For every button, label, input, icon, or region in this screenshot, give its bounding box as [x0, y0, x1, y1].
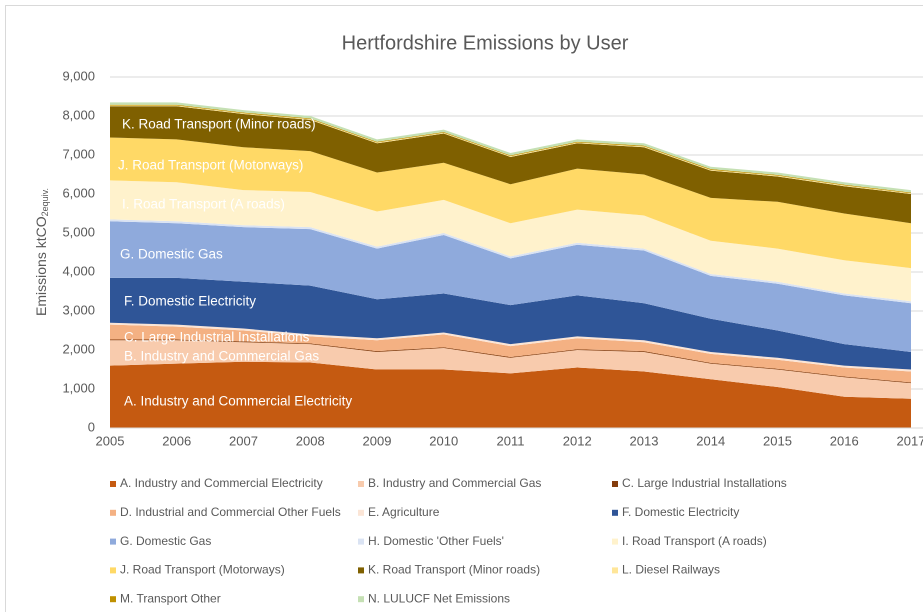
legend-swatch [612, 567, 618, 574]
area-label: I. Road Transport (A roads) [122, 197, 285, 212]
legend-label: D. Industrial and Commercial Other Fuels [120, 505, 341, 519]
x-tick-label: 2007 [229, 433, 258, 448]
y-tick-label: 3,000 [62, 302, 95, 317]
legend-label: L. Diesel Railways [622, 563, 720, 577]
x-tick-label: 2009 [363, 433, 392, 448]
legend-label: B. Industry and Commercial Gas [368, 476, 541, 490]
area [110, 221, 911, 352]
legend-swatch [110, 538, 116, 545]
legend-label: I. Road Transport (A roads) [622, 534, 767, 548]
legend-label: H. Domestic 'Other Fuels' [368, 534, 504, 548]
area [110, 340, 911, 399]
legend-swatch [110, 481, 116, 487]
y-tick-label: 1,000 [62, 380, 95, 395]
legend-swatch [110, 596, 116, 603]
area-label: J. Road Transport (Motorways) [118, 158, 303, 173]
chart-title: Hertfordshire Emissions by User [342, 32, 629, 54]
legend-swatch [358, 596, 364, 603]
legend-swatch [612, 509, 618, 516]
y-tick-label: 8,000 [62, 107, 95, 122]
area [110, 324, 911, 383]
legend-swatch [110, 509, 116, 516]
legend-label: E. Agriculture [368, 505, 440, 519]
y-tick-label: 6,000 [62, 185, 95, 200]
x-tick-label: 2016 [830, 433, 859, 448]
area [110, 180, 911, 302]
y-tick-label: 2,000 [62, 341, 95, 356]
x-tick-label: 2013 [630, 433, 659, 448]
legend-label: A. Industry and Commercial Electricity [120, 476, 323, 490]
legend-swatch [110, 567, 116, 574]
y-axis-label: Emissions ktCO2equiv. [33, 188, 51, 316]
y-tick-label: 0 [88, 419, 95, 434]
area [110, 361, 911, 428]
area-label: B. Industry and Commercial Gas [124, 349, 319, 364]
area [110, 277, 911, 370]
x-tick-label: 2008 [296, 433, 325, 448]
legend-swatch [612, 538, 618, 545]
area-label: C. Large Industrial Installations [124, 330, 310, 345]
legend-swatch [358, 538, 364, 545]
x-tick-label: 2006 [162, 433, 191, 448]
area-label: A. Industry and Commercial Electricity [124, 394, 352, 409]
legend-label: C. Large Industrial Installations [622, 476, 787, 490]
y-axis-label-sub: 2equiv. [40, 188, 50, 216]
y-tick-label: 5,000 [62, 224, 95, 239]
x-tick-label: 2005 [96, 433, 125, 448]
area [110, 322, 911, 372]
legend-label: K. Road Transport (Minor roads) [368, 563, 540, 577]
legend-label: F. Domestic Electricity [622, 505, 739, 519]
area [110, 106, 911, 224]
legend-label: N. LULUCF Net Emissions [368, 591, 510, 605]
legend-swatch [358, 481, 364, 487]
y-axis-label-main: Emissions ktCO [33, 216, 49, 316]
legend-swatch [358, 509, 364, 516]
y-tick-label: 7,000 [62, 146, 95, 161]
legend-swatch [358, 567, 364, 574]
x-tick-label: 2014 [696, 433, 725, 448]
legend-swatch [612, 481, 618, 487]
x-tick-label: 2017 [897, 433, 923, 448]
area [110, 137, 911, 269]
area-label: F. Domestic Electricity [124, 294, 256, 309]
area-label: K. Road Transport (Minor roads) [122, 117, 316, 132]
y-tick-label: 9,000 [62, 68, 95, 83]
x-tick-label: 2010 [429, 433, 458, 448]
x-tick-label: 2012 [563, 433, 592, 448]
x-tick-label: 2015 [763, 433, 792, 448]
area-label: G. Domestic Gas [120, 247, 223, 262]
legend-label: J. Road Transport (Motorways) [120, 563, 285, 577]
legend-label: G. Domestic Gas [120, 534, 211, 548]
legend-label: M. Transport Other [120, 591, 221, 605]
y-tick-label: 4,000 [62, 263, 95, 278]
x-tick-label: 2011 [497, 433, 525, 448]
